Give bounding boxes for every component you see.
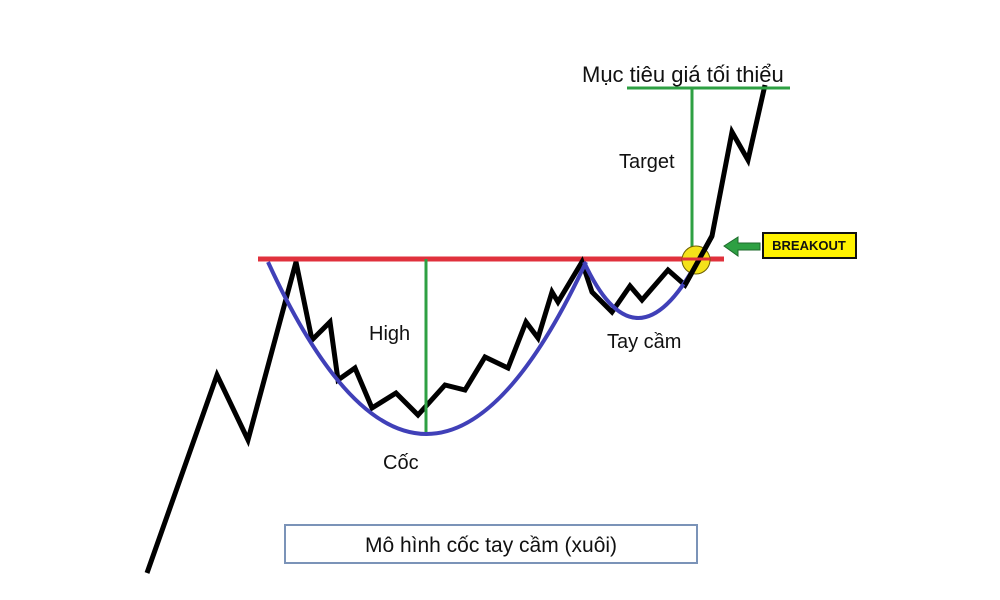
- cup-curve: [266, 261, 588, 436]
- breakout-box: [762, 232, 857, 259]
- caption-label: Mô hình cốc tay cầm (xuôi): [365, 534, 617, 557]
- target-label: Target: [619, 151, 675, 173]
- price-line: [144, 84, 768, 574]
- min-target-label: Mục tiêu giá tối thiểu: [582, 62, 784, 87]
- high-label: High: [369, 323, 410, 345]
- handle-label: Tay cầm: [607, 331, 681, 353]
- left-arrow-icon: [723, 236, 761, 257]
- cup-label: Cốc: [383, 452, 419, 474]
- breakout-label: BREAKOUT: [772, 238, 846, 253]
- handle-curve: [582, 261, 699, 320]
- caption-box: [284, 524, 698, 564]
